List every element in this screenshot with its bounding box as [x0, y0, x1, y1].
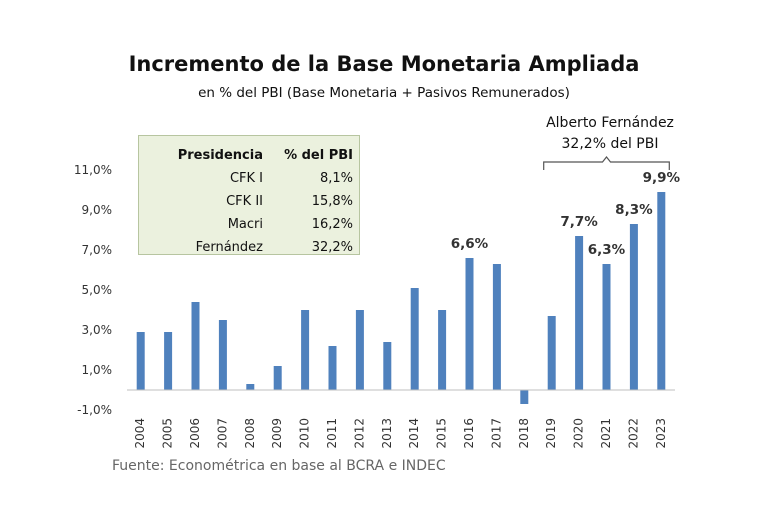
chart-subtitle: en % del PBI (Base Monetaria + Pasivos R…: [198, 85, 570, 101]
presidency-summary-table: Presidencia % del PBI CFK I 8,1% CFK II …: [138, 135, 360, 255]
table-row: CFK II 15,8%: [139, 190, 353, 213]
x-tick-label: 2020: [572, 418, 586, 449]
y-tick-label: 3,0%: [82, 323, 113, 337]
bar-2015: [438, 310, 447, 390]
x-tick-label: 2012: [352, 418, 366, 449]
bar-2020: [575, 236, 584, 390]
annotation-line-2: 32,2% del PBI: [561, 136, 659, 152]
table-cell: CFK II: [226, 194, 263, 209]
table-cell: Fernández: [195, 240, 263, 255]
x-tick-label: 2018: [517, 418, 531, 449]
table-cell: Macri: [227, 217, 263, 232]
y-tick-label: 11,0%: [74, 163, 112, 177]
x-tick-label: 2021: [599, 418, 613, 449]
x-tick-label: 2016: [462, 418, 476, 449]
table-row: CFK I 8,1%: [139, 167, 353, 190]
x-tick-label: 2017: [489, 418, 503, 449]
bar-2005: [164, 332, 173, 390]
data-label-2023: 9,9%: [643, 170, 681, 186]
table-cell: 16,2%: [311, 217, 353, 232]
table-cell: 15,8%: [311, 194, 353, 209]
x-tick-label: 2008: [243, 418, 257, 449]
source-note: Fuente: Econométrica en base al BCRA e I…: [112, 458, 446, 474]
x-tick-label: 2014: [407, 418, 421, 449]
table-cell: 8,1%: [319, 171, 353, 186]
annotation-text: Alberto Fernández 32,2% del PBI: [520, 113, 700, 155]
table-header: % del PBI: [284, 148, 353, 163]
bar-2014: [410, 288, 419, 390]
bar-2011: [328, 346, 337, 390]
data-label-2022: 8,3%: [615, 202, 653, 218]
x-tick-label: 2015: [435, 418, 449, 449]
table-cell: 32,2%: [311, 240, 353, 255]
data-labels: 6,6% 7,7% 6,3% 8,3% 9,9%: [451, 170, 681, 258]
chart-title: Incremento de la Base Monetaria Ampliada: [128, 52, 640, 76]
bar-2007: [218, 320, 227, 390]
bar-2021: [602, 264, 611, 390]
y-tick-label: -1,0%: [77, 403, 112, 417]
data-label-2016: 6,6%: [451, 236, 489, 252]
bar-2018: [520, 390, 529, 404]
x-tick-label: 2010: [298, 418, 312, 449]
y-tick-label: 5,0%: [82, 283, 113, 297]
y-tick-label: 7,0%: [82, 243, 113, 257]
annotation-bracket: [543, 156, 670, 170]
table-row: Macri 16,2%: [139, 213, 353, 236]
x-axis-labels: 2004 2005 2006 2007 2008 2009 2010 2011 2012 2013…: [133, 418, 668, 449]
bar-2017: [492, 264, 501, 390]
table-row: Fernández 32,2%: [139, 236, 353, 259]
x-tick-label: 2007: [215, 418, 229, 449]
bar-2009: [273, 366, 282, 390]
data-label-2021: 6,3%: [588, 242, 626, 258]
x-tick-label: 2005: [161, 418, 175, 449]
annotation-line-1: Alberto Fernández: [546, 115, 674, 131]
bar-2022: [629, 224, 638, 390]
table-header: Presidencia: [177, 148, 263, 163]
data-label-2020: 7,7%: [560, 214, 598, 230]
bar-2010: [301, 310, 310, 390]
bar-2019: [547, 316, 556, 390]
bar-2006: [191, 302, 200, 390]
x-tick-label: 2019: [544, 418, 558, 449]
x-tick-label: 2009: [270, 418, 284, 449]
table-header-row: Presidencia % del PBI: [139, 144, 353, 167]
y-axis-ticks: -1,0% 1,0% 3,0% 5,0% 7,0% 9,0% 11,0%: [74, 163, 112, 417]
x-tick-label: 2004: [133, 418, 147, 449]
y-tick-label: 1,0%: [82, 363, 113, 377]
y-tick-label: 9,0%: [82, 203, 113, 217]
bar-2008: [246, 384, 255, 390]
x-tick-label: 2011: [325, 418, 339, 449]
bar-2004: [136, 332, 145, 390]
bar-2013: [383, 342, 392, 390]
table-cell: CFK I: [229, 171, 263, 186]
bar-2023: [657, 192, 666, 390]
x-tick-label: 2023: [654, 418, 668, 449]
bar-2012: [355, 310, 364, 390]
bar-2016: [465, 258, 474, 390]
x-tick-label: 2013: [380, 418, 394, 449]
x-tick-label: 2022: [626, 418, 640, 449]
bars: [136, 192, 666, 404]
x-tick-label: 2006: [188, 418, 202, 449]
